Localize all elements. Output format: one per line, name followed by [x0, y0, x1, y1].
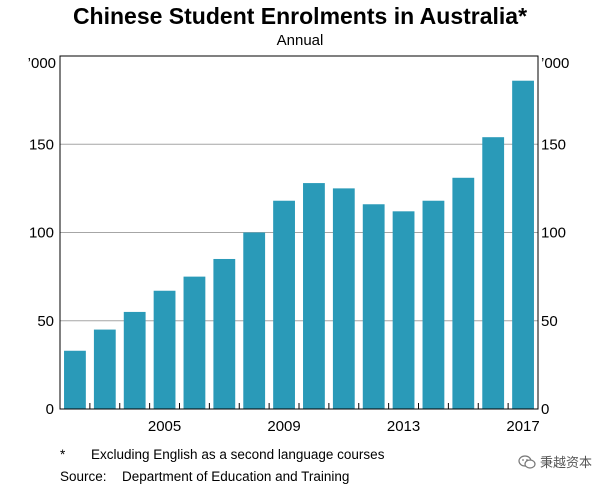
bar: [273, 200, 295, 409]
bar: [392, 211, 415, 409]
y-unit-label-left: ’000: [28, 55, 56, 72]
bar-chart: 0 0 50 50 100 100 150 150 ’000 ’000 2005 2009 2013 20…: [28, 55, 570, 435]
chart-title: Chinese Student Enrolments in Australia*: [72, 3, 528, 29]
watermark: 秉越资本: [518, 452, 592, 471]
x-tick-label: 2009: [267, 418, 300, 435]
bar: [64, 350, 86, 409]
bar: [243, 232, 266, 409]
x-tick-label: 2017: [506, 418, 539, 435]
chart-subtitle: Annual: [276, 32, 324, 49]
x-tick-label: 2005: [148, 418, 181, 435]
bar: [452, 177, 475, 409]
x-tick-label: 2013: [387, 418, 420, 435]
tick-marks: [89, 403, 509, 409]
y-tick-label-left: 0: [46, 401, 54, 418]
bar: [422, 200, 445, 409]
y-tick-label-left: 100: [29, 225, 54, 242]
bar: [362, 204, 385, 409]
bar: [332, 188, 355, 409]
footnote-text: Excluding English as a second language c…: [91, 447, 385, 462]
y-tick-label-left: 150: [29, 136, 54, 153]
bar: [153, 290, 176, 409]
y-tick-label-right: 100: [541, 225, 566, 242]
bar: [123, 311, 146, 409]
wechat-icon: [518, 454, 536, 469]
footnote-marker: *: [60, 447, 66, 462]
bars: [64, 80, 534, 410]
y-unit-label-right: ’000: [541, 55, 569, 72]
y-tick-label-right: 150: [541, 136, 566, 153]
watermark-text: 秉越资本: [539, 456, 592, 471]
y-tick-label-left: 50: [37, 313, 54, 330]
bar: [303, 183, 325, 409]
bar: [482, 137, 505, 409]
axis-labels: 0 0 50 50 100 100 150 150 ’000 ’000 2005 2009 2013 20…: [28, 55, 570, 435]
source-text: Department of Education and Training: [122, 469, 350, 484]
y-tick-label-right: 50: [541, 313, 558, 330]
bar: [183, 276, 206, 409]
bar: [512, 80, 534, 410]
y-tick-label-right: 0: [541, 401, 549, 418]
bar: [93, 329, 116, 409]
bar: [213, 258, 236, 409]
source-label: Source:: [60, 469, 107, 484]
